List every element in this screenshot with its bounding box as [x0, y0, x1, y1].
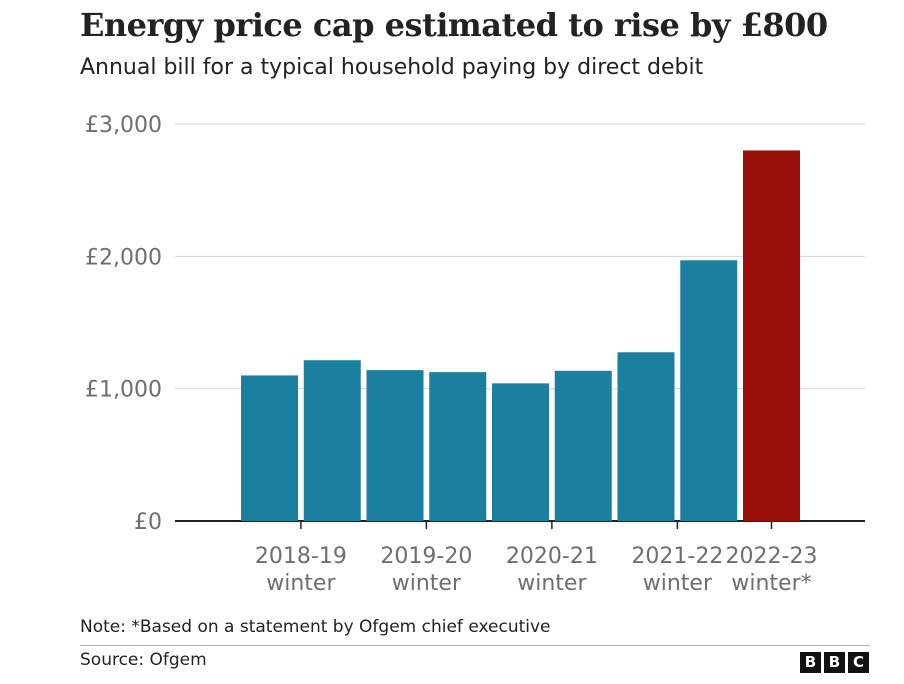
bar — [617, 352, 675, 521]
y-axis-ticks: £0 £1,000 £2,000 £3,000 — [85, 113, 162, 535]
bar — [554, 370, 612, 521]
bar — [492, 383, 549, 521]
chart-title: Energy price cap estimated to rise by £8… — [80, 6, 828, 44]
bar — [303, 360, 361, 521]
y-tick-label: £0 — [134, 510, 162, 535]
x-tick-label-year: 2019-20 — [380, 544, 472, 569]
logo-letter-c: C — [848, 652, 869, 673]
x-tick-label-season: winter — [266, 571, 336, 596]
x-tick-label-season: winter* — [731, 571, 811, 596]
bar — [241, 375, 298, 521]
bar — [429, 372, 487, 521]
bar — [680, 260, 738, 521]
footer-divider — [80, 645, 870, 646]
bar-highlight — [743, 150, 800, 521]
x-axis-ticks: 2018-19winter2019-20winter2020-21winter2… — [255, 521, 818, 596]
bars — [241, 150, 800, 521]
y-tick-label: £2,000 — [85, 245, 162, 270]
x-tick-label-season: winter — [517, 571, 587, 596]
chart-subtitle: Annual bill for a typical household payi… — [80, 55, 704, 80]
chart-note: Note: *Based on a statement by Ofgem chi… — [80, 617, 551, 637]
bbc-logo: B B C — [800, 652, 869, 673]
x-tick-label-year: 2021-22 — [631, 544, 723, 569]
logo-letter-b2: B — [824, 652, 845, 673]
y-tick-label: £1,000 — [85, 378, 162, 403]
source-text: Source: Ofgem — [80, 650, 207, 670]
x-tick-label-year: 2022-23 — [726, 544, 818, 569]
bar-chart: £0£1,000£2,000£3,000 2018-19winter2019-2… — [85, 113, 865, 596]
x-tick-label-season: winter — [392, 571, 462, 596]
x-tick-label-year: 2018-19 — [255, 544, 347, 569]
bar — [366, 370, 424, 521]
x-tick-label-season: winter — [643, 571, 713, 596]
y-tick-label: £3,000 — [85, 113, 162, 138]
x-tick-label-year: 2020-21 — [506, 544, 598, 569]
logo-letter-b1: B — [800, 652, 821, 673]
